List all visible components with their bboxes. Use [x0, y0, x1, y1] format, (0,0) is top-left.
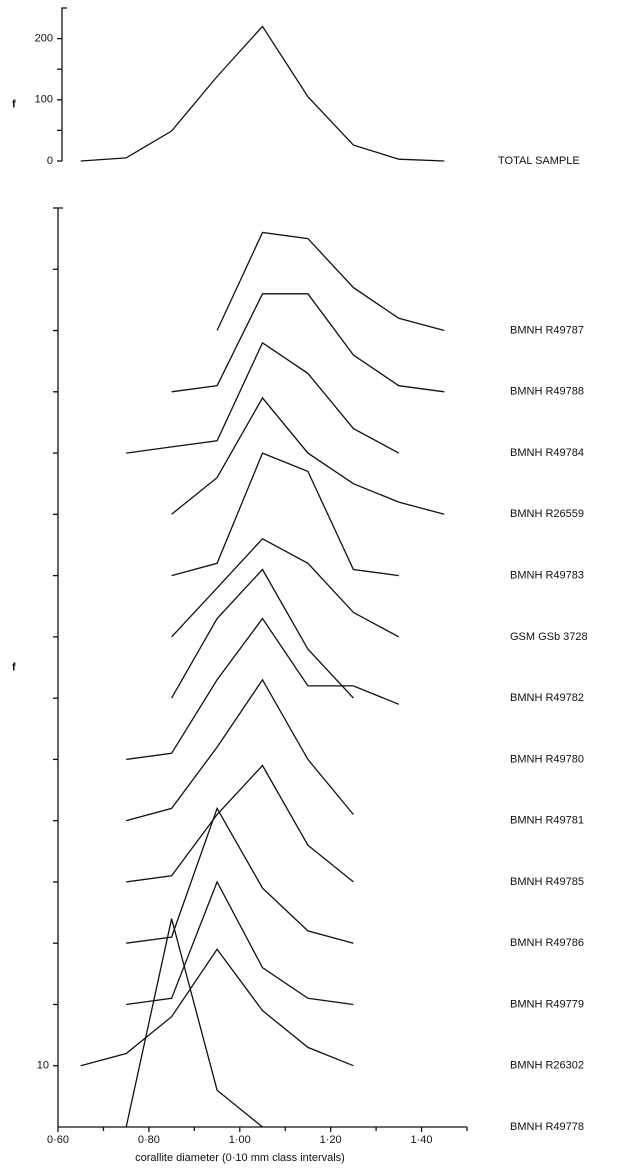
- series-line: [126, 764, 354, 883]
- y-axis-label: f: [12, 98, 16, 110]
- x-tick-label: 0·60: [47, 1134, 69, 1146]
- series-label: BMNH R49779: [510, 998, 584, 1010]
- series-label: BMNH R49778: [510, 1121, 584, 1133]
- series-label: BMNH R26559: [510, 508, 584, 520]
- series-line: [171, 293, 445, 393]
- series-label: BMNH R49783: [510, 570, 584, 582]
- series-label: BMNH R49785: [510, 876, 584, 888]
- y-tick-label: 100: [35, 94, 53, 106]
- y-tick-label: 200: [35, 33, 53, 45]
- series-label: TOTAL SAMPLE: [498, 155, 580, 167]
- series-label: GSM GSb 3728: [510, 631, 588, 643]
- x-tick-label: 1·40: [411, 1134, 433, 1146]
- series-label: BMNH R49780: [510, 753, 584, 765]
- series-line: [126, 880, 354, 1006]
- series-label: BMNH R49788: [510, 386, 584, 398]
- y-axis: [61, 7, 67, 161]
- x-tick-label: 1·20: [320, 1134, 342, 1146]
- series-line: [126, 806, 354, 944]
- y-tick-label: 10: [37, 1060, 49, 1072]
- series-label: BMNH R49786: [510, 937, 584, 949]
- series-line: [171, 396, 445, 515]
- series-line: [125, 918, 263, 1128]
- series-line: [126, 341, 400, 454]
- series-line: [171, 452, 399, 577]
- series-line: [216, 231, 445, 332]
- series-line: [171, 568, 354, 699]
- series-line: [171, 537, 400, 638]
- series-label: BMNH R49784: [510, 447, 584, 459]
- y-axis: [57, 207, 63, 1127]
- series-line: [80, 25, 445, 162]
- y-axis-label: f: [12, 661, 16, 673]
- y-tick-label: 0: [47, 155, 53, 167]
- series-label: BMNH R49782: [510, 692, 584, 704]
- x-axis-label: corallite diameter (0·10 mm class interv…: [135, 1152, 345, 1164]
- series-line: [126, 617, 400, 761]
- series-line: [126, 678, 354, 822]
- series-label: BMNH R49787: [510, 324, 584, 336]
- series-line: [80, 948, 354, 1067]
- series-label: BMNH R49781: [510, 815, 584, 827]
- x-tick-label: 0·80: [138, 1134, 160, 1146]
- x-tick-label: 1·00: [229, 1134, 251, 1146]
- series-label: BMNH R26302: [510, 1060, 584, 1072]
